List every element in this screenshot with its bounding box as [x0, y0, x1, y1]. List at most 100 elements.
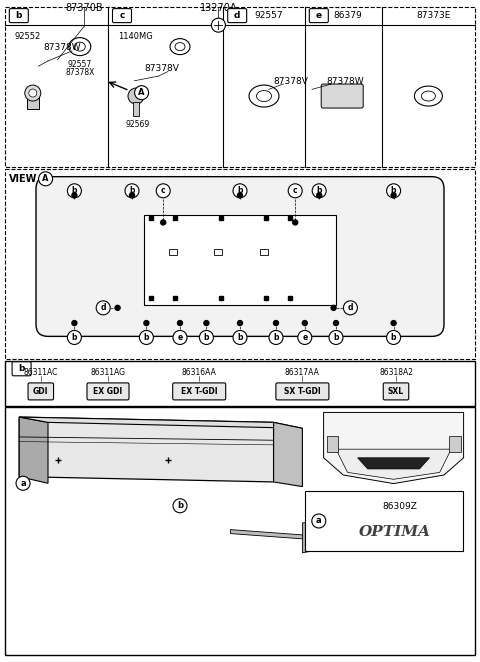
FancyBboxPatch shape — [28, 383, 54, 400]
Text: 92552: 92552 — [15, 32, 41, 41]
Circle shape — [178, 320, 182, 326]
Circle shape — [130, 193, 134, 198]
Text: b: b — [16, 11, 22, 20]
FancyBboxPatch shape — [309, 9, 328, 23]
Circle shape — [199, 330, 214, 344]
Text: 86318A2: 86318A2 — [379, 367, 413, 377]
Polygon shape — [324, 412, 464, 483]
Circle shape — [72, 193, 77, 198]
Circle shape — [386, 330, 401, 344]
Circle shape — [173, 498, 187, 513]
Circle shape — [115, 305, 120, 310]
Text: 87378W: 87378W — [43, 43, 81, 52]
Polygon shape — [19, 417, 48, 483]
Bar — [326, 436, 338, 451]
FancyBboxPatch shape — [12, 362, 31, 376]
Circle shape — [144, 320, 149, 326]
Text: b: b — [316, 186, 322, 195]
Text: 86311AG: 86311AG — [91, 367, 125, 377]
Text: 92569: 92569 — [126, 120, 150, 128]
Text: b: b — [273, 333, 279, 342]
Circle shape — [38, 172, 53, 186]
Text: SX T-GDI: SX T-GDI — [284, 387, 321, 396]
Ellipse shape — [175, 42, 185, 50]
Circle shape — [274, 320, 278, 326]
Text: d: d — [348, 303, 353, 312]
Circle shape — [161, 220, 166, 225]
Text: b: b — [391, 333, 396, 342]
Circle shape — [211, 18, 226, 32]
Text: 87378X: 87378X — [65, 68, 95, 77]
Ellipse shape — [249, 85, 279, 107]
Circle shape — [386, 184, 401, 198]
Circle shape — [67, 184, 82, 198]
Text: EX T-GDI: EX T-GDI — [181, 387, 217, 396]
Text: e: e — [178, 333, 182, 342]
Bar — [5, 361, 475, 406]
Text: d: d — [100, 303, 106, 312]
Circle shape — [331, 305, 336, 310]
Text: SXL: SXL — [388, 387, 404, 396]
Text: 86379: 86379 — [334, 11, 362, 20]
Circle shape — [96, 301, 110, 315]
Text: b: b — [72, 186, 77, 195]
Text: 86316AA: 86316AA — [182, 367, 216, 377]
Bar — [27, 93, 39, 109]
Text: b: b — [391, 186, 396, 195]
Text: e: e — [316, 11, 322, 20]
Circle shape — [173, 330, 187, 344]
Ellipse shape — [170, 38, 190, 55]
Circle shape — [391, 193, 396, 198]
Circle shape — [334, 320, 338, 326]
Bar — [5, 407, 475, 655]
Circle shape — [233, 330, 247, 344]
Text: d: d — [234, 11, 240, 20]
FancyBboxPatch shape — [87, 383, 129, 400]
Text: b: b — [237, 333, 243, 342]
Text: 87378V: 87378V — [274, 77, 309, 86]
FancyBboxPatch shape — [228, 9, 247, 23]
Bar — [144, 215, 336, 305]
Circle shape — [293, 220, 298, 225]
Ellipse shape — [414, 86, 443, 106]
Circle shape — [67, 330, 82, 344]
Text: VIEW: VIEW — [9, 174, 37, 184]
Text: OPTIMA: OPTIMA — [359, 525, 431, 539]
Circle shape — [156, 184, 170, 198]
Ellipse shape — [74, 42, 85, 51]
Circle shape — [238, 320, 242, 326]
FancyBboxPatch shape — [276, 383, 329, 400]
Circle shape — [302, 320, 307, 326]
Circle shape — [391, 320, 396, 326]
Text: b: b — [72, 333, 77, 342]
Polygon shape — [19, 417, 302, 428]
Text: 86309Z: 86309Z — [383, 502, 417, 510]
Text: A: A — [138, 88, 145, 97]
FancyBboxPatch shape — [321, 84, 363, 108]
FancyBboxPatch shape — [112, 9, 132, 23]
Bar — [169, 248, 177, 255]
Text: b: b — [129, 186, 135, 195]
Text: 92557: 92557 — [68, 60, 92, 69]
Circle shape — [134, 85, 149, 100]
FancyBboxPatch shape — [9, 9, 28, 23]
Text: b: b — [237, 186, 243, 195]
Text: EX GDI: EX GDI — [94, 387, 122, 396]
Text: 1140MG: 1140MG — [118, 32, 153, 41]
Circle shape — [125, 184, 139, 198]
Circle shape — [312, 514, 326, 528]
Circle shape — [269, 330, 283, 344]
Polygon shape — [336, 449, 451, 479]
Text: 92557: 92557 — [255, 11, 283, 20]
Circle shape — [29, 89, 37, 97]
Circle shape — [233, 184, 247, 198]
FancyBboxPatch shape — [36, 177, 444, 336]
Text: a: a — [316, 516, 322, 526]
Circle shape — [288, 184, 302, 198]
Text: b: b — [333, 333, 339, 342]
Bar — [5, 169, 475, 359]
Ellipse shape — [421, 91, 435, 101]
Text: 86311AC: 86311AC — [24, 367, 58, 377]
FancyBboxPatch shape — [383, 383, 409, 400]
Text: 87378V: 87378V — [144, 64, 179, 73]
